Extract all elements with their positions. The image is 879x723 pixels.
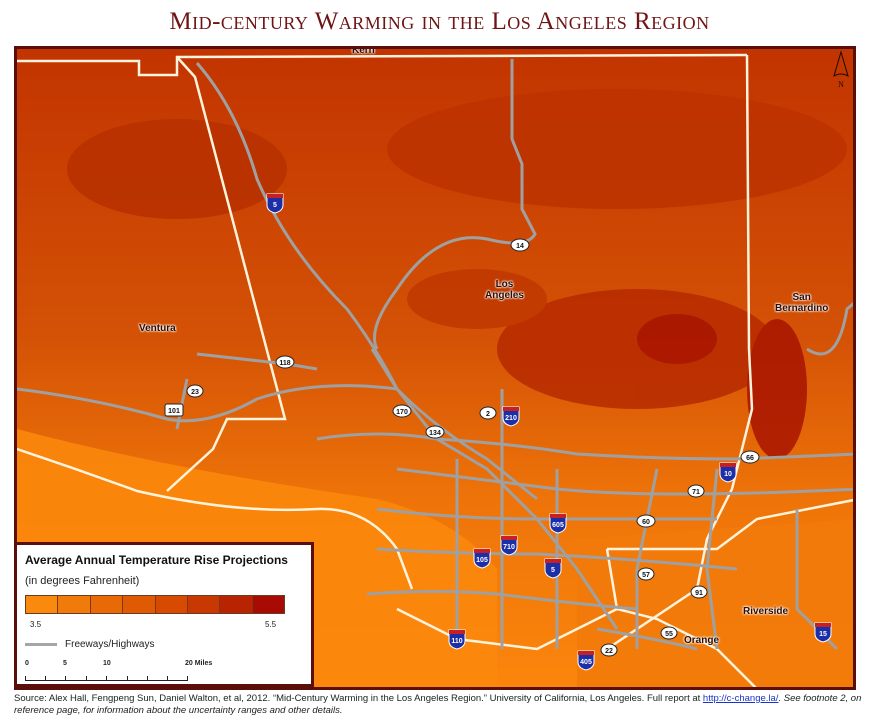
svg-text:101: 101 <box>168 408 180 415</box>
svg-text:105: 105 <box>476 557 488 564</box>
svg-text:66: 66 <box>746 455 754 462</box>
label-kern: Kern <box>352 46 375 56</box>
highway-legend-row: Freeways/Highways <box>25 639 303 650</box>
svg-text:118: 118 <box>279 360 290 367</box>
us-route-shield: 101 <box>164 403 184 417</box>
svg-text:14: 14 <box>516 243 524 250</box>
svg-text:210: 210 <box>505 415 517 422</box>
svg-text:15: 15 <box>819 631 827 638</box>
svg-text:22: 22 <box>605 648 613 655</box>
svg-text:605: 605 <box>552 522 564 529</box>
ramp-step-2 <box>58 596 91 613</box>
page-title: Mid-century Warming in the Los Angeles R… <box>169 8 710 35</box>
label-orange: Orange <box>684 635 720 646</box>
ramp-step-8 <box>252 596 284 613</box>
ramp-step-7 <box>220 596 253 613</box>
ramp-min-label: 3.5 <box>30 620 42 629</box>
ramp-step-4 <box>123 596 156 613</box>
ramp-step-5 <box>155 596 188 613</box>
scale-line <box>25 674 188 681</box>
svg-text:405: 405 <box>580 659 592 666</box>
legend-title: Average Annual Temperature Rise Projecti… <box>25 553 288 567</box>
svg-text:57: 57 <box>642 572 650 579</box>
ramp-step-6 <box>187 596 221 613</box>
highway-legend-label: Freeways/Highways <box>65 639 155 650</box>
label-riverside: Riverside <box>743 606 789 617</box>
scale-tick-label: 5 <box>63 660 67 667</box>
label-san-bernardino: San Bernardino <box>775 292 829 314</box>
interstate-shields: 5 210 10 605 710 105 5 110 405 15 <box>266 193 832 671</box>
ramp-step-3 <box>90 596 124 613</box>
svg-text:710: 710 <box>503 544 515 551</box>
svg-text:71: 71 <box>692 489 700 496</box>
scale-bar: 0 5 10 20 Miles <box>25 660 303 682</box>
label-los-angeles: Los Angeles <box>485 279 524 301</box>
svg-text:55: 55 <box>665 631 673 638</box>
svg-text:2: 2 <box>486 411 490 418</box>
map-legend: Average Annual Temperature Rise Projecti… <box>14 542 314 687</box>
highway-swatch <box>25 643 57 646</box>
source-footnote: . See footnote 2, on reference page, for… <box>14 693 862 716</box>
report-link[interactable]: http://c-change.la/ <box>702 693 779 704</box>
ramp-max-label: 5.5 <box>265 620 277 629</box>
state-route-shields: 14 118 23 170 134 2 66 71 60 57 91 55 22 <box>186 238 760 657</box>
svg-text:23: 23 <box>191 389 199 396</box>
scale-tick-label: 10 <box>103 660 111 667</box>
svg-text:10: 10 <box>724 471 732 478</box>
svg-text:5: 5 <box>551 567 555 574</box>
ramp-step-1 <box>26 596 59 613</box>
svg-text:N: N <box>838 80 844 89</box>
hot-zones <box>67 89 847 459</box>
label-ventura: Ventura <box>139 323 176 334</box>
color-ramp <box>25 595 285 614</box>
legend-subtitle: (in degrees Fahrenheit) <box>25 575 140 587</box>
scale-tick-label: 20 Miles <box>185 660 213 667</box>
svg-text:170: 170 <box>396 409 408 416</box>
svg-text:110: 110 <box>451 638 462 645</box>
svg-text:91: 91 <box>695 590 703 597</box>
north-arrow-icon: N <box>833 50 849 89</box>
scale-tick-label: 0 <box>25 660 29 667</box>
source-text: Source: Alex Hall, Fengpeng Sun, Daniel … <box>14 693 703 704</box>
svg-text:60: 60 <box>642 519 650 526</box>
svg-text:134: 134 <box>429 430 441 437</box>
source-citation: Source: Alex Hall, Fengpeng Sun, Daniel … <box>14 693 874 717</box>
svg-text:5: 5 <box>273 202 277 209</box>
